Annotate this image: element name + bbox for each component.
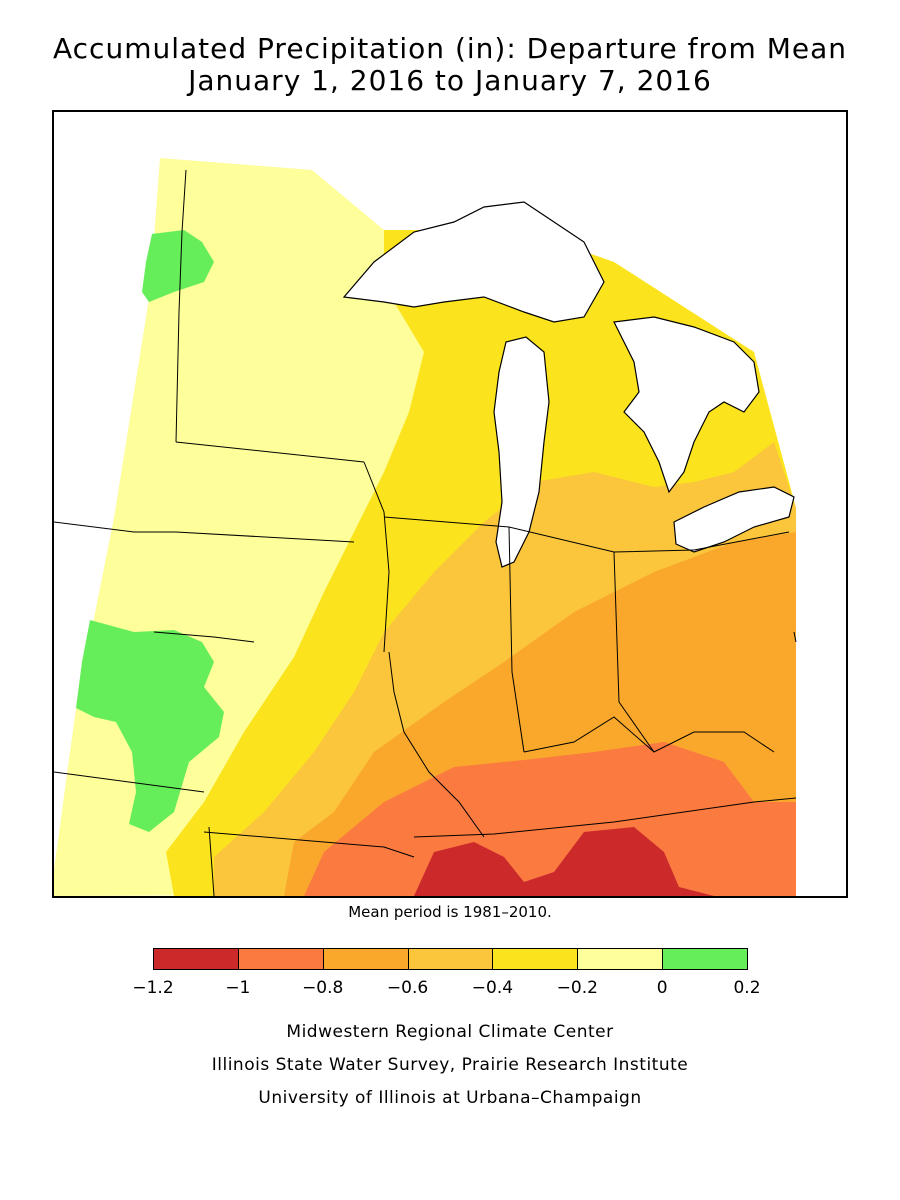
lake-superior: [342, 201, 605, 323]
legend-tick-label: −0.4: [471, 978, 514, 998]
border-nd-sd: [54, 521, 355, 543]
border-in-oh: [613, 551, 655, 753]
legend-tick-label: −0.8: [302, 978, 344, 998]
legend-tick-label: −1.2: [132, 978, 174, 998]
legend-bin: [577, 948, 664, 970]
legend-bin: [322, 948, 409, 970]
band-0-to-0.2-north-dakota: [142, 230, 214, 302]
color-legend: [153, 948, 748, 972]
lake-huron: [613, 316, 760, 494]
border-wi-il-in-mi: [383, 516, 695, 553]
border-mn-ia: [175, 441, 365, 463]
map-title: Accumulated Precipitation (in): Departur…: [53, 32, 847, 65]
band-0-to-0.2-south-dakota: [76, 620, 224, 832]
credit-uiuc: University of Illinois at Urbana–Champai…: [258, 1088, 642, 1108]
legend-tick-label: 0.2: [733, 978, 761, 998]
border-mn-nd: [175, 169, 187, 443]
map-date-range: January 1, 2016 to January 7, 2016: [188, 64, 712, 97]
border-oh-mi: [693, 531, 790, 551]
credit-mrcc: Midwestern Regional Climate Center: [286, 1022, 614, 1042]
legend-tick-label: −0.2: [556, 978, 598, 998]
map-frame: [52, 110, 848, 898]
border-ne-ks: [208, 826, 215, 896]
mean-period-note: Mean period is 1981–2010.: [348, 903, 552, 921]
legend-bin: [492, 948, 579, 970]
lake-erie: [673, 486, 795, 553]
legend-tick-label: −1: [225, 978, 251, 998]
precipitation-map: [54, 112, 846, 896]
legend-tick-label: 0: [656, 978, 668, 998]
band-minus-1-to-minus-0.8: [304, 742, 796, 896]
legend-bin: [153, 948, 239, 970]
border-ky-tn: [413, 797, 797, 838]
border-ks-mo: [203, 831, 415, 858]
band-minus-1.2-to-minus-1: [414, 827, 714, 896]
state-borders: [54, 169, 797, 896]
border-oh-pa: [793, 631, 797, 643]
lake-michigan: [493, 336, 550, 568]
border-sd-ne: [153, 631, 255, 643]
legend-tick-label: −0.6: [386, 978, 429, 998]
border-sd-ne-south: [54, 771, 205, 793]
legend-bin: [407, 948, 494, 970]
credit-isws: Illinois State Water Survey, Prairie Res…: [211, 1055, 689, 1075]
border-mississippi: [388, 651, 485, 838]
border-ohio-river: [523, 716, 775, 753]
border-il-in: [508, 526, 525, 753]
legend-bin: [237, 948, 324, 970]
border-ia-wi-il: [363, 461, 390, 653]
legend-bin: [662, 948, 748, 970]
